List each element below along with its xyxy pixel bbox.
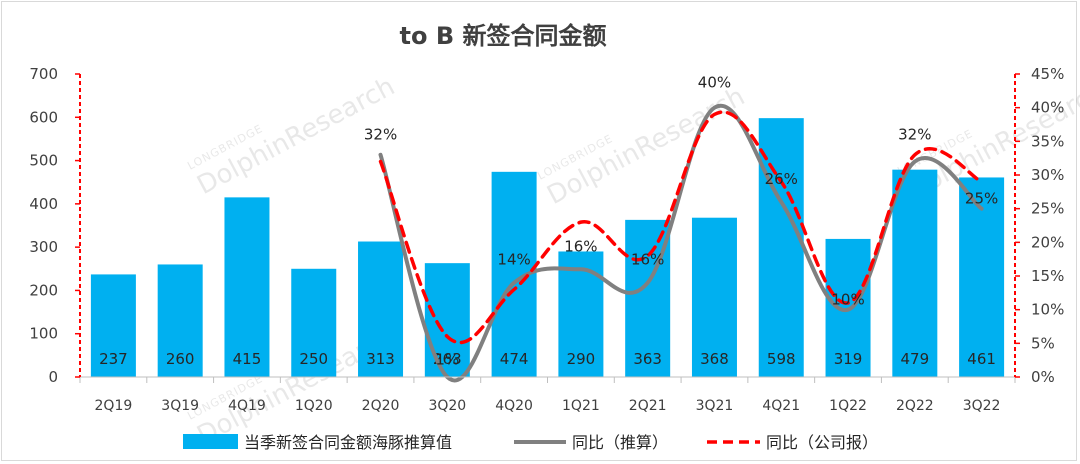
bar-value-label: 250	[299, 350, 328, 368]
bar	[424, 263, 470, 377]
y-right-tick-label: 10%	[1031, 301, 1064, 319]
x-tick-label: 4Q19	[228, 398, 266, 414]
percent-label: 32%	[364, 126, 397, 144]
bar-value-label: 290	[567, 350, 596, 368]
bar-value-label: 368	[700, 350, 729, 368]
bar	[358, 241, 404, 377]
legend-bar-label: 当季新签合同金额海豚推算值	[244, 433, 452, 452]
y-left-tick-label: 500	[29, 152, 58, 170]
bar-value-label: 461	[967, 350, 996, 368]
y-right-tick-label: 25%	[1031, 200, 1064, 218]
bar-value-label: 415	[233, 350, 262, 368]
legend-bar-swatch	[183, 434, 238, 449]
bar	[691, 217, 737, 377]
bar	[758, 118, 804, 377]
x-tick-label: 1Q20	[295, 398, 333, 414]
x-tick-label: 2Q20	[362, 398, 400, 414]
bar	[90, 274, 136, 377]
x-tick-label: 1Q21	[562, 398, 600, 414]
x-tick-label: 4Q20	[495, 398, 533, 414]
percent-label: 25%	[965, 190, 998, 208]
y-right-tick-label: 30%	[1031, 166, 1064, 184]
chart-title: to B 新签合同金额	[400, 22, 607, 50]
x-tick-label: 3Q22	[963, 398, 1001, 414]
x-tick-label: 2Q22	[896, 398, 934, 414]
y-left-tick-label: 300	[29, 238, 58, 256]
x-tick-label: 3Q21	[696, 398, 734, 414]
x-tick-label: 3Q20	[428, 398, 466, 414]
bar-value-labels: 237 260 415 250 313 263 474 290 363 368 598 319 479 4…	[99, 350, 996, 368]
percent-label: 32%	[898, 126, 931, 144]
watermark-large-text: DolphinResearch	[542, 82, 750, 211]
y-right-tick-label: 45%	[1031, 65, 1064, 83]
line-yoy-reported	[378, 110, 984, 345]
x-tick-label: 4Q21	[762, 398, 800, 414]
percent-label: 16%	[631, 250, 664, 268]
y-right-tick-label: 35%	[1031, 132, 1064, 150]
bar	[959, 177, 1005, 377]
bar-value-label: 260	[166, 350, 195, 368]
x-tick-label: 2Q21	[629, 398, 667, 414]
bar-value-label: 598	[767, 350, 796, 368]
y-right-tick-label: 15%	[1031, 267, 1064, 285]
y-right-tick-label: 5%	[1031, 334, 1055, 352]
bar-value-label: 363	[633, 350, 662, 368]
percent-label: 14%	[497, 251, 530, 269]
y-left-tick-label: 0	[48, 368, 58, 386]
bar	[892, 169, 938, 377]
bar-value-label: 237	[99, 350, 128, 368]
x-tick-label: 1Q22	[829, 398, 867, 414]
percent-label: 10%	[831, 291, 864, 309]
bar-value-label: 479	[901, 350, 930, 368]
bar-value-label: 313	[366, 350, 395, 368]
axes: 2Q19 3Q19 4Q19 1Q20 2Q20 3Q20 4Q20 1Q21 2Q21 3Q21…	[29, 65, 1064, 414]
bar-value-label: 319	[834, 350, 863, 368]
bar	[224, 197, 270, 377]
line-series	[378, 103, 984, 383]
y-right-tick-label: 40%	[1031, 99, 1064, 117]
bar	[157, 264, 203, 377]
y-right-tick-label: 20%	[1031, 233, 1064, 251]
y-left-tick-label: 200	[29, 281, 58, 299]
y-left-tick-label: 700	[29, 65, 58, 83]
percent-label: 16%	[564, 237, 597, 255]
y-left-tick-label: 100	[29, 325, 58, 343]
y-right-tick-label: 0%	[1031, 368, 1055, 386]
percent-label: 40%	[698, 74, 731, 92]
percent-label: 26%	[765, 170, 798, 188]
x-tick-label: 3Q19	[161, 398, 199, 414]
legend-line-reported-label: 同比（公司报）	[766, 433, 878, 452]
bar-series	[90, 118, 1005, 377]
bar	[291, 268, 337, 377]
bar-value-label: 474	[500, 350, 529, 368]
legend: 当季新签合同金额海豚推算值 同比（推算） 同比（公司报）	[183, 433, 878, 452]
percent-label: 1%	[435, 350, 459, 368]
y-left-tick-label: 600	[29, 108, 58, 126]
percent-labels: 32% 1% 14% 16% 16% 40% 26% 10% 32% 25%	[364, 74, 998, 369]
y-left-tick-label: 400	[29, 195, 58, 213]
legend-line-estimated-label: 同比（推算）	[572, 433, 668, 452]
x-tick-label: 2Q19	[95, 398, 133, 414]
